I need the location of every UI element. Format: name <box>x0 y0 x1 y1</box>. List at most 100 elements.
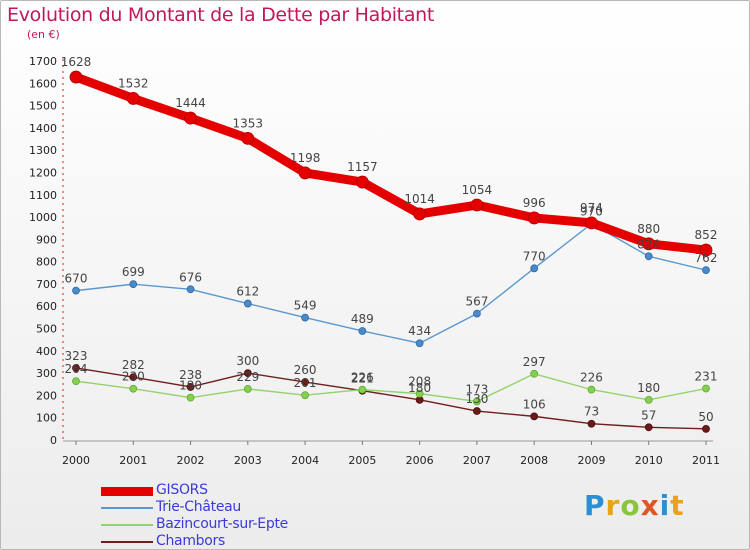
data-label: 1014 <box>404 192 435 206</box>
data-point <box>587 419 596 428</box>
data-label: 676 <box>179 270 202 284</box>
y-tick-label: 800 <box>36 256 57 269</box>
data-point <box>415 339 424 348</box>
data-point <box>473 309 481 318</box>
data-label: 50 <box>698 410 713 424</box>
data-label: 229 <box>236 370 259 384</box>
data-label: 260 <box>294 363 317 377</box>
data-point <box>126 92 140 105</box>
data-label: 238 <box>179 368 202 382</box>
x-tick-label: 2001 <box>119 454 147 467</box>
data-label: 73 <box>584 405 599 419</box>
data-point <box>186 383 195 391</box>
y-tick-label: 1100 <box>29 189 57 202</box>
y-tick-label: 1000 <box>29 211 57 224</box>
legend-swatch <box>101 507 153 509</box>
y-tick-label: 500 <box>36 323 57 336</box>
data-point <box>358 385 367 394</box>
data-point <box>644 423 653 432</box>
legend-swatch <box>101 486 153 496</box>
data-label: 1532 <box>118 76 149 90</box>
data-label: 852 <box>695 228 718 242</box>
data-label: 230 <box>122 370 145 384</box>
x-tick-label: 2004 <box>291 454 319 467</box>
data-label: 57 <box>641 408 656 422</box>
data-label: 1198 <box>290 151 321 165</box>
data-point <box>301 391 309 400</box>
chart-subtitle: (en €) <box>27 28 60 41</box>
x-tick-label: 2011 <box>692 454 720 467</box>
y-tick-label: 0 <box>50 434 57 447</box>
data-label: 201 <box>294 376 317 390</box>
data-point <box>415 389 424 398</box>
series-line <box>75 373 707 403</box>
series-line <box>75 223 707 344</box>
data-label: 699 <box>122 265 145 279</box>
data-point <box>241 131 255 145</box>
data-label: 282 <box>122 358 145 372</box>
x-tick-label: 2010 <box>635 454 663 467</box>
data-label: 180 <box>408 381 431 395</box>
data-point <box>702 266 710 275</box>
legend-label: Chambors <box>156 533 225 549</box>
data-point <box>72 364 80 372</box>
series-line <box>75 367 707 430</box>
data-label: 180 <box>637 381 660 395</box>
legend-swatch <box>101 524 153 526</box>
y-tick-label: 900 <box>36 233 57 246</box>
data-label: 106 <box>523 397 546 411</box>
data-label: 1353 <box>233 116 264 130</box>
data-label: 970 <box>580 205 603 219</box>
y-tick-label: 1500 <box>29 100 57 113</box>
data-point <box>243 299 252 308</box>
data-label: 190 <box>179 379 202 393</box>
legend-label: Trie-Château <box>156 499 241 515</box>
data-label: 996 <box>523 196 546 210</box>
y-tick-label: 200 <box>36 389 57 402</box>
data-point <box>702 424 710 433</box>
data-point <box>69 70 83 84</box>
data-label: 226 <box>580 371 603 385</box>
data-label: 1444 <box>175 96 206 110</box>
y-tick-label: 1600 <box>29 77 57 90</box>
data-label: 264 <box>65 362 88 376</box>
data-point <box>530 264 539 273</box>
data-point <box>530 369 539 378</box>
x-tick-label: 2002 <box>177 454 205 467</box>
data-point <box>470 198 484 212</box>
legend-label: Bazincourt-sur-Epte <box>156 516 288 532</box>
data-point <box>413 207 427 221</box>
data-label: 1157 <box>347 160 378 174</box>
y-tick-label: 1200 <box>29 166 57 179</box>
y-tick-label: 1700 <box>29 55 57 68</box>
data-label: 1054 <box>462 183 493 197</box>
data-label: 824 <box>637 237 660 251</box>
data-label: 974 <box>580 201 603 215</box>
legend-label: GISORS <box>156 482 208 498</box>
data-label: 231 <box>695 370 718 384</box>
data-label: 297 <box>523 355 546 369</box>
data-point <box>644 395 653 404</box>
data-label: 221 <box>351 372 374 386</box>
data-point <box>184 111 197 125</box>
data-point <box>473 397 481 406</box>
data-label: 226 <box>351 371 374 385</box>
data-label: 612 <box>236 285 259 299</box>
data-point <box>72 377 80 386</box>
data-label: 208 <box>408 375 431 389</box>
data-label: 670 <box>65 272 88 286</box>
data-label: 549 <box>294 299 317 313</box>
x-tick-label: 2008 <box>520 454 548 467</box>
data-point <box>243 385 252 393</box>
data-label: 762 <box>695 251 718 265</box>
y-tick-label: 600 <box>36 300 57 313</box>
data-label: 567 <box>465 295 488 309</box>
data-point <box>530 412 539 421</box>
data-point <box>129 280 138 289</box>
y-tick-label: 1400 <box>29 122 57 135</box>
y-tick-label: 300 <box>36 367 57 380</box>
legend-swatch <box>101 541 153 543</box>
data-point <box>243 369 252 378</box>
data-label: 300 <box>236 354 259 368</box>
